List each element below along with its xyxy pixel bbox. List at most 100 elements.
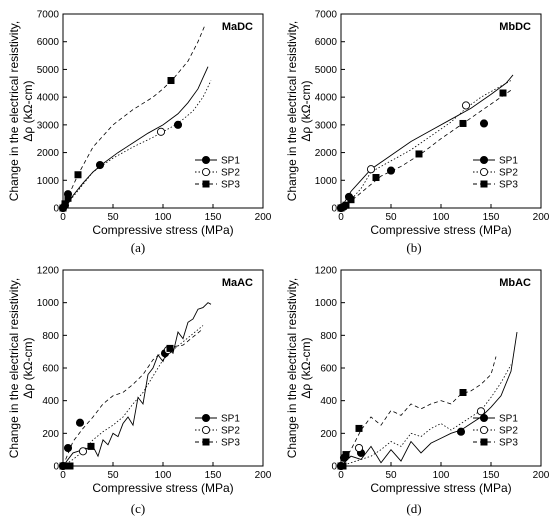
legend-marker-sp3 (480, 438, 488, 446)
y-tick-label: 0 (331, 462, 337, 473)
x-tick-label: 150 (483, 212, 500, 223)
y-tick-label: 1000 (315, 176, 338, 187)
y-tick-label: 6000 (315, 37, 338, 48)
data-marker-sp3 (337, 204, 345, 212)
y-tick-label: 0 (53, 204, 59, 215)
legend-label-sp2: SP2 (221, 168, 240, 179)
data-marker-sp2 (354, 443, 364, 453)
y-axis-label-line1: Change in the electrical resistivity, (7, 278, 21, 459)
x-axis-label: Compressive stress (MPa) (370, 481, 511, 495)
x-tick-label: 200 (255, 470, 272, 481)
legend-marker-sp3 (202, 180, 210, 188)
data-marker-sp2 (366, 165, 376, 174)
panel-caption: (b) (406, 240, 421, 255)
x-tick-label: 50 (107, 470, 119, 481)
data-marker-sp1 (173, 120, 183, 129)
chart-panel-mbac: 0 50 100 150 200 0 200 400 600 800 1000 1200 Compres… (285, 266, 550, 517)
legend-label-sp1: SP1 (221, 156, 240, 167)
y-tick-label: 200 (320, 429, 337, 440)
legend-label-sp3: SP3 (499, 180, 518, 191)
y-tick-label: 1200 (37, 266, 60, 277)
y-tick-label: 7000 (315, 10, 338, 21)
y-tick-label: 1000 (37, 176, 60, 187)
chart-panel-maac: 0 50 100 150 200 0 200 400 600 800 1000 1200 Compres… (7, 266, 272, 517)
legend-label-sp1: SP1 (221, 414, 240, 425)
legend-label-sp3: SP3 (499, 438, 518, 449)
series-line-sp1 (62, 66, 209, 209)
legend-label-sp3: SP3 (221, 438, 240, 449)
y-tick-label: 200 (42, 429, 59, 440)
legend-label-sp1: SP1 (499, 414, 518, 425)
data-marker-sp3 (347, 196, 355, 204)
y-axis-label-line1: Change in the electrical resistivity, (7, 21, 21, 202)
legend-marker-sp1 (201, 413, 211, 423)
legend-label-sp2: SP2 (499, 426, 518, 437)
legend-marker-sp2 (201, 425, 211, 435)
legend-label-sp3: SP3 (221, 180, 240, 191)
y-tick-label: 5000 (37, 65, 60, 76)
series-line-sp3 (62, 24, 206, 209)
legend-marker-sp2 (479, 425, 489, 435)
panel-caption: (c) (131, 501, 145, 516)
chart-title: MaAC (222, 277, 253, 289)
y-tick-label: 400 (320, 396, 337, 407)
y-tick-label: 3000 (37, 120, 60, 131)
series-line-sp3 (340, 356, 497, 467)
data-marker-sp1 (75, 418, 85, 427)
data-marker-sp3 (66, 462, 74, 470)
legend-marker-sp1 (479, 413, 489, 423)
y-tick-label: 0 (53, 462, 59, 473)
panel-caption: (d) (406, 501, 421, 516)
series-line-sp3 (340, 88, 514, 209)
data-marker-sp3 (61, 200, 69, 208)
y-tick-label: 2000 (315, 148, 338, 159)
x-tick-label: 200 (533, 212, 550, 223)
x-tick-label: 200 (255, 212, 272, 223)
series-line-sp3 (62, 328, 204, 467)
data-marker-sp3 (166, 344, 174, 352)
x-tick-label: 0 (60, 470, 66, 481)
data-marker-sp2 (156, 127, 166, 136)
y-axis-label-line2: Δρ (kΩ-cm) (299, 337, 313, 398)
data-marker-sp1 (386, 166, 396, 175)
y-tick-label: 7000 (37, 10, 60, 21)
y-axis-label-line1: Change in the electrical resistivity, (285, 21, 299, 202)
x-tick-label: 0 (60, 212, 66, 223)
x-tick-label: 100 (433, 470, 450, 481)
data-marker-sp1 (456, 427, 466, 436)
y-tick-label: 1200 (315, 266, 338, 277)
x-axis-label: Compressive stress (MPa) (92, 481, 233, 495)
data-marker-sp3 (342, 201, 350, 209)
x-tick-label: 150 (205, 212, 222, 223)
x-tick-label: 150 (483, 470, 500, 481)
data-marker-sp2 (476, 407, 486, 416)
x-tick-label: 0 (338, 470, 344, 481)
y-tick-label: 4000 (315, 93, 338, 104)
series-line-sp1 (340, 74, 514, 209)
y-tick-label: 4000 (37, 93, 60, 104)
data-marker-sp3 (459, 389, 467, 396)
chart-title: MbAC (499, 277, 531, 289)
x-tick-label: 100 (155, 470, 172, 481)
data-marker-sp3 (355, 424, 363, 432)
legend-marker-sp1 (479, 155, 489, 165)
x-tick-label: 50 (385, 212, 397, 223)
data-marker-sp3 (342, 451, 350, 459)
y-tick-label: 0 (331, 204, 337, 215)
y-tick-label: 1000 (315, 298, 338, 309)
data-marker-sp3 (87, 442, 95, 450)
y-tick-label: 600 (320, 364, 337, 375)
data-marker-sp3 (59, 462, 67, 470)
x-tick-label: 50 (107, 212, 119, 223)
chart-panel-madc: 0 50 100 150 2000100020003000400050006000700… (7, 10, 272, 256)
y-axis-label-line2: Δρ (kΩ-cm) (299, 80, 313, 141)
y-tick-label: 2000 (37, 148, 60, 159)
y-tick-label: 3000 (315, 120, 338, 131)
data-marker-sp2 (78, 447, 88, 456)
x-axis-label: Compressive stress (MPa) (370, 223, 511, 237)
data-marker-sp3 (459, 119, 467, 127)
y-axis-label-line2: Δρ (kΩ-cm) (21, 337, 35, 398)
y-tick-label: 600 (42, 364, 59, 375)
chart-panel-mbdc: 0 50 100 150 2000100020003000400050006000700… (285, 10, 550, 256)
